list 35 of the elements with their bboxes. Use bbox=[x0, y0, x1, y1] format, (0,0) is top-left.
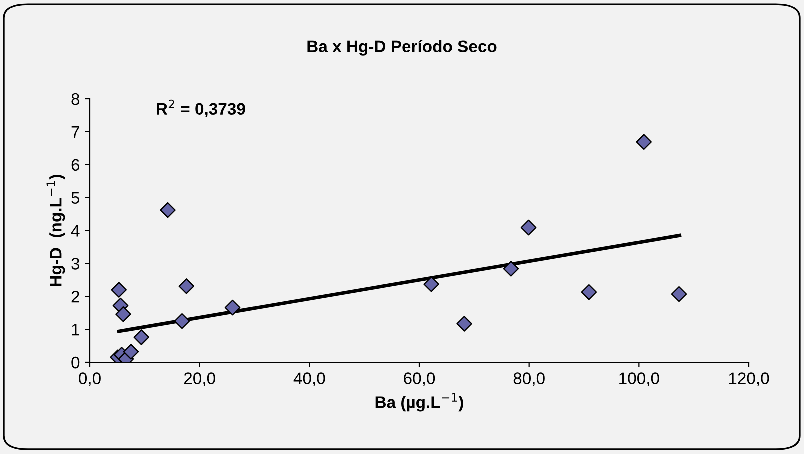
y-axis-title: Hg-D (ng.L$^{−1}$) bbox=[46, 175, 66, 286]
point bbox=[111, 282, 128, 298]
x-tick-label: 0,0 bbox=[79, 372, 101, 386]
y-tick-label: 7 bbox=[72, 126, 80, 138]
y-tick-label: 2 bbox=[72, 291, 80, 303]
y-tick-label: 3 bbox=[72, 258, 80, 270]
point bbox=[160, 202, 176, 218]
point bbox=[174, 313, 190, 330]
point bbox=[503, 261, 520, 277]
point bbox=[116, 306, 132, 322]
x-tick-label: 120,0 bbox=[729, 372, 770, 386]
point bbox=[224, 300, 241, 316]
x-tick-label: 80,0 bbox=[514, 372, 545, 386]
y-tick-label: 8 bbox=[72, 93, 80, 106]
x-axis-title: Ba (µg.L$^{−1}$) bbox=[376, 393, 464, 412]
x-tick-label: 40,0 bbox=[294, 372, 326, 386]
y-tick-label: 5 bbox=[72, 192, 80, 204]
point bbox=[123, 344, 140, 360]
point bbox=[520, 220, 537, 236]
point bbox=[581, 284, 598, 300]
point bbox=[178, 278, 195, 294]
y-tick-label: 1 bbox=[72, 324, 80, 336]
point bbox=[424, 276, 440, 292]
x-tick-label: 20,0 bbox=[184, 372, 216, 386]
x-tick-label: 60,0 bbox=[404, 372, 436, 386]
y-tick-label: 6 bbox=[72, 159, 80, 172]
annotation: R$^{2}$ = 0,3739 bbox=[157, 100, 246, 118]
y-tick-label: 0 bbox=[72, 356, 80, 369]
y-tick-label: 4 bbox=[71, 225, 80, 237]
point bbox=[134, 330, 150, 346]
chart-title: Ba x Hg-D Período Seco bbox=[308, 40, 497, 56]
point bbox=[671, 286, 688, 302]
x-tick-label: 100,0 bbox=[620, 372, 660, 386]
point bbox=[636, 134, 652, 150]
point bbox=[456, 316, 472, 332]
